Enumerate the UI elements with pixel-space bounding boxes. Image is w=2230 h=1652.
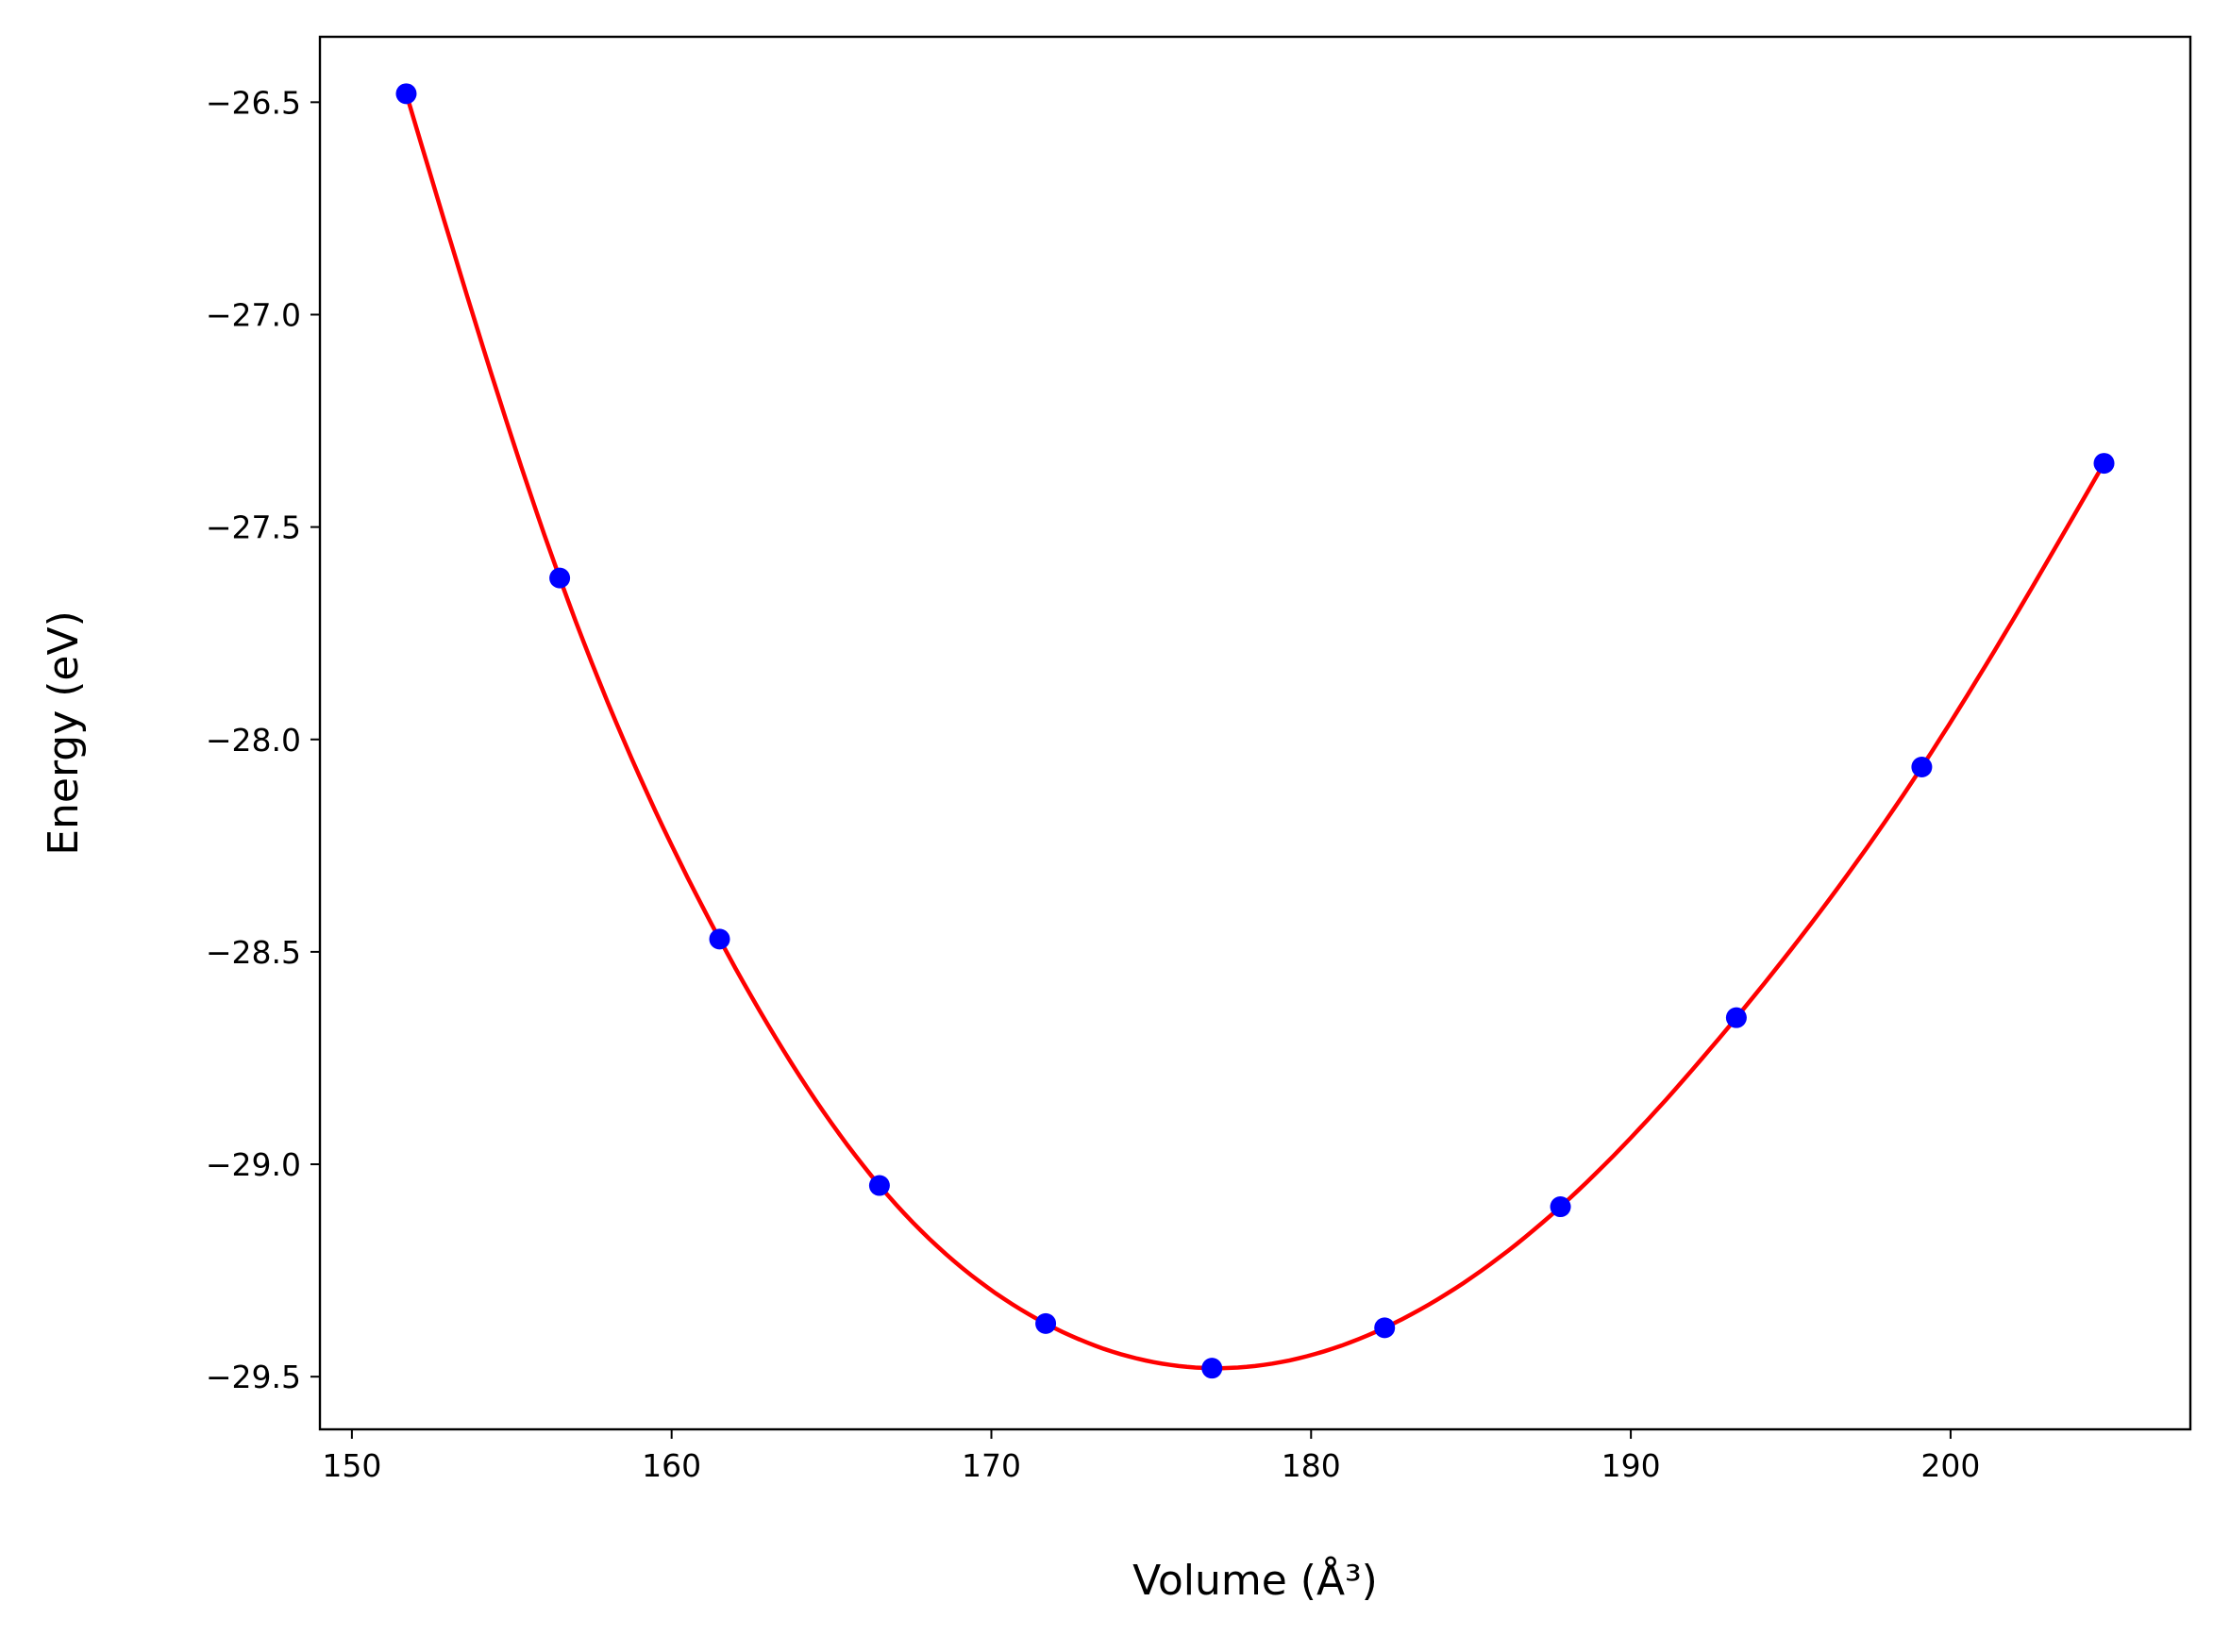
data-point — [1725, 1007, 1747, 1028]
data-point — [1550, 1196, 1571, 1218]
y-tick-label: −29.5 — [206, 1359, 301, 1395]
data-point — [1035, 1312, 1057, 1334]
data-point — [868, 1175, 890, 1196]
y-axis-label: Energy (eV) — [40, 610, 88, 856]
y-tick-label: −27.5 — [206, 509, 301, 546]
x-axis-label: Volume (Å³) — [1132, 1555, 1378, 1605]
data-point — [1911, 757, 1933, 778]
y-tick-label: −26.5 — [206, 84, 301, 121]
data-point — [709, 928, 730, 950]
x-tick-label: 190 — [1601, 1447, 1661, 1484]
data-point — [395, 83, 417, 105]
x-tick-label: 200 — [1920, 1447, 1980, 1484]
data-point — [2093, 453, 2115, 475]
x-tick-label: 160 — [642, 1447, 701, 1484]
plot-frame — [318, 35, 2192, 1431]
y-tick-label: −28.0 — [206, 722, 301, 759]
y-tick-label: −29.0 — [206, 1146, 301, 1183]
y-tick-label: −28.5 — [206, 934, 301, 971]
y-tick-label: −27.0 — [206, 296, 301, 333]
data-point — [1374, 1317, 1396, 1339]
x-tick-label: 170 — [962, 1447, 1021, 1484]
data-point — [549, 567, 571, 589]
x-tick-label: 180 — [1282, 1447, 1341, 1484]
x-tick-label: 150 — [322, 1447, 381, 1484]
data-point — [1201, 1358, 1223, 1379]
